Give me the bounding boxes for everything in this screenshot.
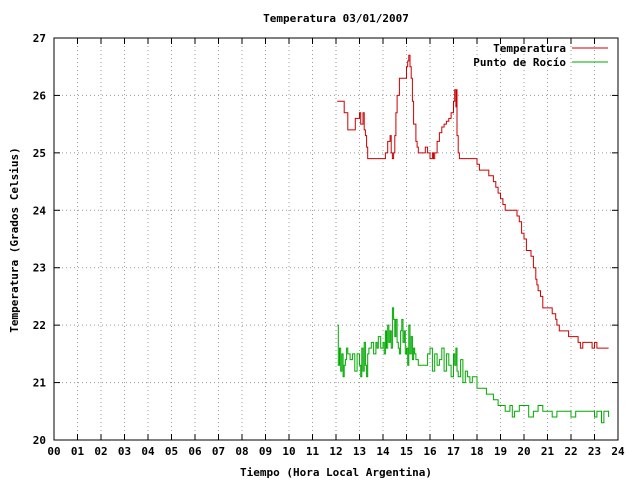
legend-label-punto_de_rocio: Punto de Rocío bbox=[473, 56, 566, 69]
y-tick-label: 23 bbox=[33, 262, 46, 275]
x-tick-label: 07 bbox=[212, 445, 225, 458]
axes: 00 01 02 03 04 05 06 07 08 09 10 11 12 13 14 15 16 17 18 19… bbox=[33, 32, 625, 458]
x-tick-label: 02 bbox=[94, 445, 107, 458]
x-tick-label: 06 bbox=[188, 445, 202, 458]
x-tick-label: 20 bbox=[517, 445, 530, 458]
x-axis-label: Tiempo (Hora Local Argentina) bbox=[240, 466, 432, 479]
x-tick-label: 09 bbox=[259, 445, 272, 458]
y-tick-label: 21 bbox=[33, 377, 47, 390]
chart-title: Temperatura 03/01/2007 bbox=[263, 12, 409, 25]
x-tick-label: 17 bbox=[447, 445, 460, 458]
y-tick-label: 27 bbox=[33, 32, 46, 45]
x-tick-label: 01 bbox=[71, 445, 85, 458]
y-tick-label: 26 bbox=[33, 89, 47, 102]
plot-frame bbox=[53, 37, 619, 441]
series-group bbox=[337, 54, 610, 424]
x-tick-label: 18 bbox=[470, 445, 483, 458]
series-line-temperatura bbox=[337, 54, 609, 349]
x-tick-label: 13 bbox=[353, 445, 366, 458]
x-tick-label: 03 bbox=[118, 445, 131, 458]
y-axis-label: Temperatura (Grados Celsius) bbox=[8, 147, 21, 332]
y-tick-label: 25 bbox=[33, 147, 46, 160]
x-tick-label: 19 bbox=[494, 445, 507, 458]
series-line-punto_de_rocio bbox=[337, 307, 610, 424]
x-tick-label: 00 bbox=[47, 445, 60, 458]
x-tick-label: 23 bbox=[588, 445, 601, 458]
x-tick-label: 12 bbox=[329, 445, 342, 458]
x-tick-label: 15 bbox=[400, 445, 413, 458]
x-tick-label: 08 bbox=[235, 445, 248, 458]
x-tick-label: 24 bbox=[611, 445, 625, 458]
y-tick-label: 20 bbox=[33, 434, 46, 447]
y-tick-label: 22 bbox=[33, 319, 46, 332]
x-tick-label: 21 bbox=[541, 445, 555, 458]
x-tick-label: 05 bbox=[165, 445, 178, 458]
x-tick-label: 16 bbox=[423, 445, 437, 458]
x-tick-label: 14 bbox=[376, 445, 390, 458]
x-tick-label: 11 bbox=[306, 445, 320, 458]
x-tick-label: 10 bbox=[282, 445, 295, 458]
x-tick-label: 04 bbox=[141, 445, 155, 458]
y-tick-label: 24 bbox=[33, 204, 47, 217]
grid bbox=[54, 38, 618, 440]
legend-label-temperatura: Temperatura bbox=[493, 42, 566, 55]
x-tick-label: 22 bbox=[564, 445, 577, 458]
